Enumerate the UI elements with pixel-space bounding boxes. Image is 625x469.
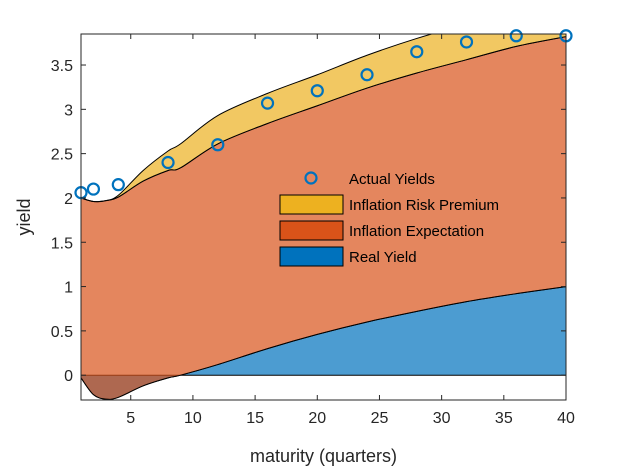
- actual-yield-marker: [310, 84, 324, 98]
- y-tick-label: 1: [64, 280, 73, 297]
- y-tick-label: 2.5: [51, 147, 73, 164]
- legend-label-inflation-expectation: Inflation Expectation: [349, 223, 484, 240]
- y-tick-label: 3.5: [51, 58, 73, 75]
- x-tick-label: 35: [495, 410, 513, 427]
- x-tick-label: 25: [371, 410, 389, 427]
- legend-label-real-yield: Real Yield: [349, 249, 417, 266]
- axes-box: [80, 33, 567, 401]
- legend: Actual Yields Inflation Risk Premium Infla…: [279, 171, 499, 267]
- actual-yield-marker: [211, 138, 225, 152]
- x-tick-label: 5: [126, 410, 135, 427]
- axes: 5 10 15 20 25 30 35 40 0 0.5 1 1.5 2 2.5 3 3.5: [51, 33, 575, 427]
- legend-swatch-real-yield: [279, 246, 344, 267]
- actual-yield-marker: [360, 68, 374, 82]
- inflation-risk-premium-area: [81, 34, 566, 203]
- actual-yield-marker: [410, 45, 424, 59]
- legend-swatch-inflation-risk-premium: [279, 194, 344, 215]
- actual-yield-marker: [111, 178, 125, 192]
- y-tick-label: 0.5: [51, 324, 73, 341]
- y-tick-label: 1.5: [51, 235, 73, 252]
- plot-area: [74, 29, 573, 400]
- actual-yield-marker: [260, 96, 275, 110]
- legend-marker-actual-yields: [304, 171, 318, 185]
- y-axis-label: yield: [14, 198, 34, 235]
- x-tick-label: 15: [246, 410, 264, 427]
- actual-yield-marker: [459, 35, 474, 49]
- y-tick-label: 2: [64, 191, 73, 208]
- x-tick-label: 20: [308, 410, 326, 427]
- x-axis-label: maturity (quarters): [250, 446, 397, 466]
- area-series-group: [81, 34, 566, 400]
- y-tick-label: 0: [64, 368, 73, 385]
- x-tick-label: 30: [433, 410, 451, 427]
- y-tick-label: 3: [64, 102, 73, 119]
- legend-label-inflation-risk-premium: Inflation Risk Premium: [349, 197, 499, 214]
- actual-yield-marker: [86, 182, 101, 196]
- x-tick-label: 10: [184, 410, 202, 427]
- x-tick-label: 40: [557, 410, 575, 427]
- actual-yield-marker: [509, 29, 523, 43]
- legend-label-actual-yields: Actual Yields: [349, 171, 435, 188]
- actual-yields-markers: [74, 29, 573, 200]
- legend-swatch-inflation-expectation: [279, 220, 344, 241]
- actual-yield-marker: [161, 155, 175, 170]
